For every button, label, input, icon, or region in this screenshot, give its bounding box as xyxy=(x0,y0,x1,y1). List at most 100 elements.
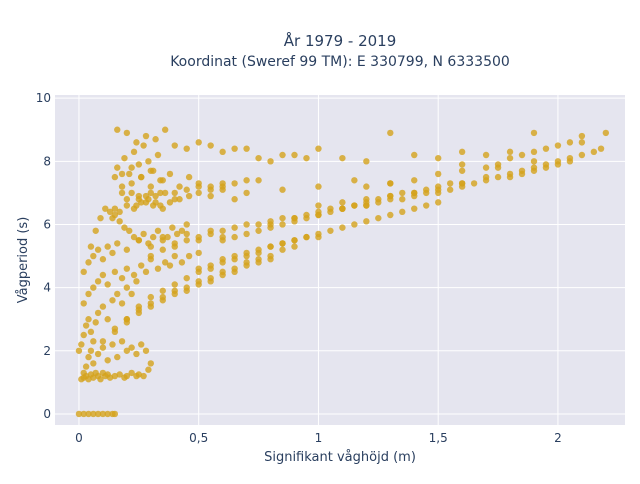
data-point xyxy=(114,353,121,361)
data-point xyxy=(149,233,157,241)
y-tick-label: 2 xyxy=(43,344,51,358)
x-tick-label: 0,5 xyxy=(189,431,208,445)
data-point xyxy=(97,376,104,383)
data-point xyxy=(164,233,171,241)
data-point xyxy=(128,180,135,187)
data-point xyxy=(80,410,87,418)
data-point xyxy=(87,328,95,336)
data-point xyxy=(411,177,418,184)
data-point xyxy=(195,139,202,146)
data-point xyxy=(104,316,111,323)
data-point xyxy=(147,360,154,367)
data-point xyxy=(291,237,298,244)
data-point xyxy=(111,410,119,418)
data-point xyxy=(75,410,83,418)
data-point xyxy=(423,202,430,209)
data-point xyxy=(142,199,150,206)
data-point xyxy=(90,410,97,418)
data-point xyxy=(387,180,394,187)
data-point xyxy=(291,214,298,222)
data-point xyxy=(255,256,262,263)
data-point xyxy=(159,287,166,294)
data-point xyxy=(85,290,92,298)
data-point xyxy=(166,262,174,269)
data-point xyxy=(578,151,586,159)
data-point xyxy=(94,309,102,317)
data-point xyxy=(82,322,90,329)
data-point xyxy=(111,268,119,276)
data-point xyxy=(339,205,346,212)
data-point xyxy=(152,192,159,200)
data-point xyxy=(327,227,334,234)
data-point xyxy=(94,278,102,285)
data-point xyxy=(195,278,202,285)
data-point xyxy=(327,208,334,216)
data-point xyxy=(458,161,466,168)
data-point xyxy=(123,196,131,203)
data-point xyxy=(458,148,466,156)
data-point xyxy=(183,237,190,244)
data-point xyxy=(530,129,538,137)
data-point xyxy=(446,180,454,187)
data-point xyxy=(111,205,119,212)
data-point xyxy=(315,233,322,241)
data-point xyxy=(102,205,109,212)
data-point xyxy=(363,183,370,190)
data-point xyxy=(231,224,238,231)
data-point xyxy=(303,233,310,241)
data-point xyxy=(171,281,178,288)
data-point xyxy=(142,268,150,276)
data-point xyxy=(154,227,162,234)
data-point xyxy=(231,145,238,152)
data-point xyxy=(147,252,154,260)
data-point xyxy=(243,230,250,238)
data-point xyxy=(597,145,605,152)
data-point xyxy=(267,252,274,260)
data-point xyxy=(375,214,382,222)
data-point xyxy=(195,249,202,257)
data-point xyxy=(566,139,574,146)
x-tick-label: 0 xyxy=(75,431,83,445)
data-point xyxy=(279,221,286,228)
data-point xyxy=(207,192,214,200)
data-point xyxy=(279,151,286,159)
x-axis-label: Signifikant våghöjd (m) xyxy=(264,450,416,465)
data-point xyxy=(145,366,152,373)
data-point xyxy=(140,142,147,149)
data-point xyxy=(171,196,178,203)
data-point xyxy=(279,186,286,193)
data-point xyxy=(135,237,143,244)
data-point xyxy=(154,151,162,159)
data-point xyxy=(111,328,119,336)
data-point xyxy=(123,372,131,380)
data-point xyxy=(135,303,143,310)
data-point xyxy=(178,227,186,234)
data-point xyxy=(85,410,92,418)
data-point xyxy=(157,177,164,184)
data-point xyxy=(152,136,159,143)
data-point xyxy=(291,151,298,159)
data-point xyxy=(387,192,394,200)
data-point xyxy=(109,297,116,304)
chart-subtitle: Koordinat (Sweref 99 TM): E 330799, N 63… xyxy=(170,54,510,70)
data-point xyxy=(94,246,102,253)
data-point xyxy=(118,338,126,345)
data-point xyxy=(578,139,586,146)
data-point xyxy=(138,262,145,269)
data-point xyxy=(176,196,183,203)
data-point xyxy=(116,371,123,378)
data-point xyxy=(133,139,140,146)
data-point xyxy=(128,369,135,377)
data-point xyxy=(90,284,97,291)
data-point xyxy=(135,161,143,168)
data-point xyxy=(138,173,145,181)
data-point xyxy=(255,154,262,162)
data-point xyxy=(145,158,152,165)
data-point xyxy=(267,243,274,250)
data-point xyxy=(104,281,111,288)
y-axis-label: Vågperiod (s) xyxy=(16,217,31,304)
data-point xyxy=(219,227,226,234)
data-point xyxy=(92,319,99,326)
data-point xyxy=(279,246,286,253)
data-point xyxy=(114,240,121,247)
